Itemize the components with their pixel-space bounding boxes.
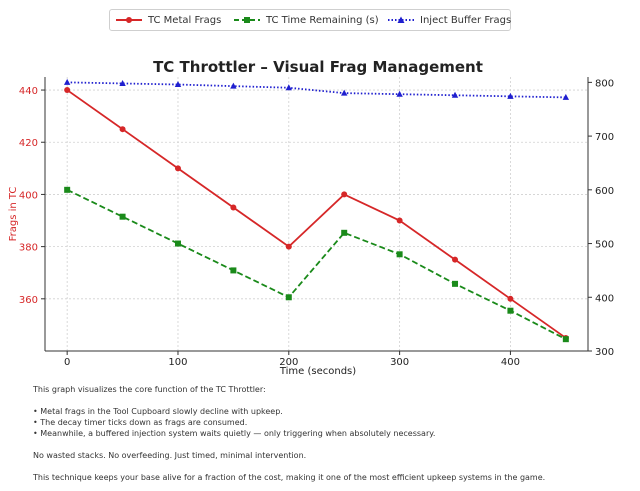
y-tick-label-right: 700: [595, 132, 614, 143]
data-point: [396, 217, 403, 224]
data-point: [285, 294, 292, 301]
description-bullets: Metal frags in the Tool Cupboard slowly …: [33, 406, 623, 439]
data-point: [174, 81, 182, 88]
legend-item-metal-frags: TC Metal Frags: [116, 13, 221, 27]
description-bullet: Metal frags in the Tool Cupboard slowly …: [33, 406, 623, 417]
data-point: [451, 91, 459, 98]
data-point: [119, 213, 126, 220]
series-line-3: [67, 81, 566, 99]
legend-item-time-remaining: TC Time Remaining (s): [234, 13, 379, 27]
y-axis-label-left: Frags in TC: [8, 187, 19, 242]
data-point: [285, 243, 292, 250]
description-bullet: Meanwhile, a buffered injection system w…: [33, 428, 623, 439]
data-point: [341, 191, 348, 198]
data-point: [341, 229, 348, 236]
data-point: [452, 256, 459, 263]
y-tick-label-left: 420: [19, 138, 38, 149]
series-layer: [63, 78, 570, 343]
data-point: [285, 84, 292, 91]
y-tick-label-left: 440: [19, 86, 38, 97]
data-point: [119, 126, 126, 133]
data-point: [119, 79, 126, 86]
x-tick-label: 0: [64, 357, 70, 368]
description-bullet: The decay timer ticks down as frags are …: [33, 417, 623, 428]
data-point: [230, 204, 237, 211]
data-point: [174, 165, 181, 172]
x-tick-label: 300: [390, 357, 409, 368]
y-tick-label-right: 500: [595, 240, 614, 251]
data-point: [507, 295, 514, 302]
chart-title: TC Throttler – Visual Frag Management: [153, 58, 483, 76]
data-point: [452, 280, 459, 287]
data-point: [230, 267, 237, 274]
description-line: This technique keeps your base alive for…: [33, 473, 546, 482]
description: This graph visualizes the core function …: [33, 384, 623, 483]
legend-label-inject-buffer: Inject Buffer Frags: [420, 14, 512, 26]
legend-swatch-metal-frags: [116, 15, 142, 25]
y-tick-label-left: 380: [19, 243, 38, 254]
y-tick-label-left: 400: [19, 190, 38, 201]
data-point: [562, 93, 570, 100]
description-intro: This graph visualizes the core function …: [33, 385, 266, 394]
x-axis-label: Time (seconds): [279, 366, 356, 377]
series-line-2: [66, 189, 567, 340]
data-point: [507, 307, 514, 314]
axes: 0 100 200 300 400 360 380 400 420 440 300 400 500 600…: [19, 77, 614, 368]
description-line: No wasted stacks. No overfeeding. Just t…: [33, 451, 307, 460]
y-tick-label-right: 300: [595, 347, 614, 358]
data-point: [64, 87, 71, 94]
data-point: [341, 89, 348, 96]
data-point: [63, 78, 71, 85]
legend-label-time-remaining: TC Time Remaining (s): [266, 14, 379, 26]
x-tick-label: 200: [279, 357, 298, 368]
legend-swatch-inject-buffer: [388, 15, 414, 25]
chart: 0 100 200 300 400 360 380 400 420 440 300 400 500 600…: [8, 58, 614, 377]
legend: TC Metal Frags TC Time Remaining (s) Inj…: [109, 9, 511, 31]
data-point: [562, 336, 569, 343]
x-tick-label: 100: [168, 357, 187, 368]
legend-swatch-time-remaining: [234, 15, 260, 25]
grid-lines: [45, 77, 588, 351]
data-point: [396, 251, 403, 258]
y-tick-label-right: 800: [595, 78, 614, 89]
legend-label-metal-frags: TC Metal Frags: [148, 14, 222, 26]
data-point: [230, 82, 237, 89]
y-tick-label-right: 400: [595, 293, 614, 304]
legend-item-inject-buffer: Inject Buffer Frags: [388, 13, 511, 27]
data-point: [174, 240, 181, 247]
series-line-1: [66, 89, 567, 339]
data-point: [507, 92, 514, 99]
x-tick-label: 400: [501, 357, 520, 368]
data-point: [64, 186, 71, 193]
y-tick-label-left: 360: [19, 295, 38, 306]
y-tick-label-right: 600: [595, 186, 614, 197]
data-point: [396, 90, 403, 97]
